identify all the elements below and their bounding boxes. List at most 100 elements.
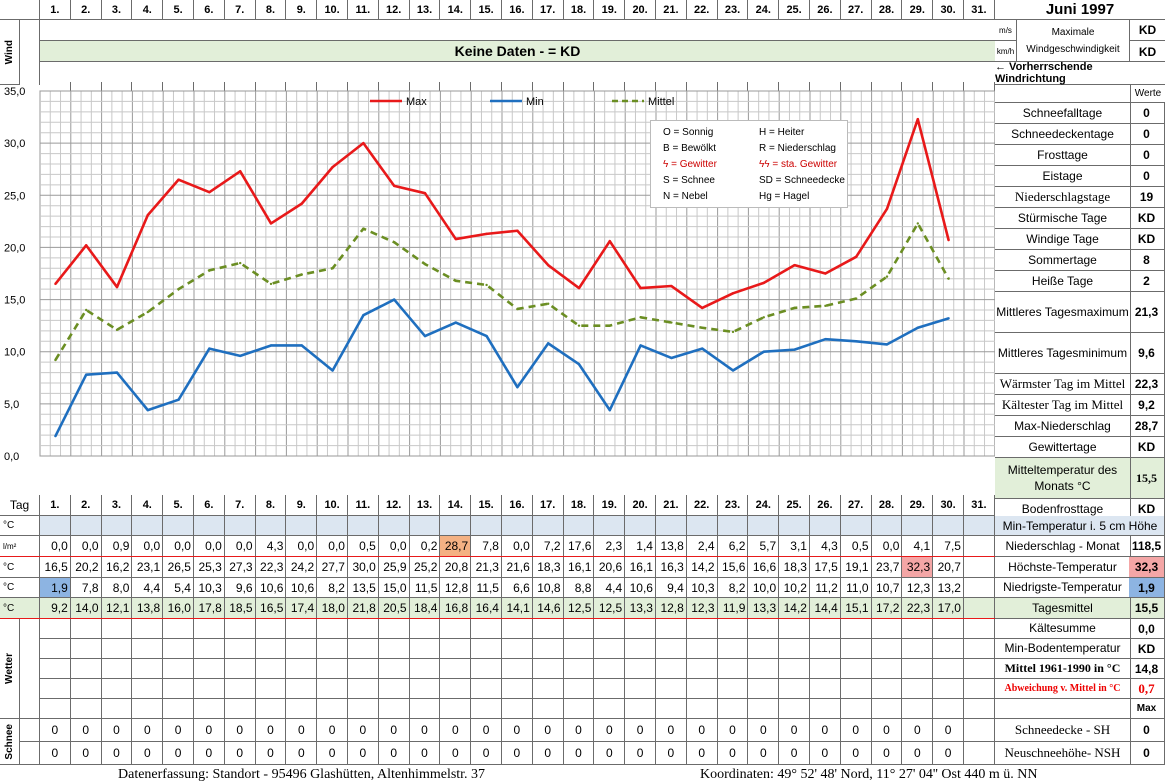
snow-cell: 0 [101,742,133,765]
weather-cell [502,619,533,639]
table-day-label: 25. [779,495,810,516]
table-cell [686,516,718,536]
symbol-legend-entry: N = Nebel [663,191,708,202]
table-cell: 16,2 [101,557,133,578]
snow-cell: 0 [317,742,348,765]
table-cell: 27,3 [224,557,256,578]
top-day-label: 10. [317,0,348,20]
weather-cell [194,639,225,659]
symbol-legend-entry: S = Schnee [663,175,715,186]
data-point [947,317,950,320]
symbol-legend-entry: ϟ = Gewitter [663,159,717,170]
weather-cell [686,639,718,659]
table-cell [964,578,995,598]
summary-label: Frosttage [995,145,1131,165]
snow-cell: 0 [656,742,687,765]
data-point [608,408,611,412]
summary-label: Bodenfrosttage [995,499,1131,519]
summary-row: Mitteltemperatur des Monats °C 15,5 [995,458,1165,499]
table-cell: 0,9 [101,536,133,557]
summary-row: Wärmster Tag im Mittel 22,3 [995,374,1165,395]
table-cell: 10,3 [194,578,225,598]
wind-section: Wind Keine Daten - = KD [0,20,995,105]
weather-cell [286,619,318,639]
top-day-label: 14. [440,0,472,20]
data-point [701,306,704,310]
table-cell: 10,0 [748,578,780,598]
symbol-legend-row: N = Nebel Hg = Hagel [651,191,847,205]
summary-value: 21,3 [1134,305,1159,319]
data-point [331,165,334,169]
weather-cell [748,659,780,679]
table-cell: 16,4 [471,598,502,619]
weather-cell [902,639,934,659]
weather-cell [532,639,564,659]
table-cell: 15,6 [717,557,749,578]
data-point [485,232,488,236]
snow-cell: 0 [748,719,780,742]
table-cell: 2,3 [594,536,626,557]
top-day-label: 7. [224,0,256,20]
weather-cell [686,679,718,699]
data-point [393,184,396,188]
data-point [947,238,950,242]
snow-cell [964,742,995,765]
weather-cell [409,659,441,679]
table-cell: 0,0 [502,536,533,557]
table-day-label: 24. [748,495,780,516]
snow-cell: 0 [902,719,934,742]
wetter-unit-col [20,619,40,719]
summary-row: Frosttage 0 [995,145,1165,166]
weather-cell [70,639,102,659]
data-point [793,348,796,351]
snow-cell: 0 [810,742,841,765]
data-point [423,334,427,338]
weather-cell [317,619,348,639]
weather-cell [163,639,194,659]
y-tick-label: 15,0 [4,295,25,307]
table-cell: 20,7 [933,557,964,578]
table-cell [194,516,225,536]
table-cell: 0,0 [70,536,102,557]
table-day-label: 17. [532,495,564,516]
summary-row: Gewittertage KD [995,437,1165,458]
top-day-label: 9. [286,0,318,20]
table-cell [224,516,256,536]
data-point [239,261,242,265]
data-point [269,282,273,286]
weather-cell [502,699,533,719]
symbol-legend-row: ϟ = Gewitter ϟϟ = sta. Gewitter [651,159,847,173]
table-cell: 14,2 [686,557,718,578]
table-day-label: 3. [101,495,133,516]
summary-value: 9,6 [1138,346,1155,360]
snow-cell: 0 [286,719,318,742]
data-point [547,302,550,305]
top-day-label: 8. [255,0,287,20]
data-point [577,324,581,327]
weather-cell [255,619,287,639]
data-point [331,369,334,372]
footer-coordinates: Koordinaten: 49° 52' 48' Nord, 11° 27' 0… [700,767,1038,782]
snow-cell: 0 [933,742,964,765]
summary-label: Stürmische Tage [995,208,1131,228]
weather-cell [871,699,903,719]
lower-summary-row: Min-Bodentemperatur KD [995,639,1165,659]
snow-cell: 0 [348,719,379,742]
snow-cell: 0 [194,742,225,765]
summary-value: KD [1137,211,1156,225]
data-point [516,385,519,389]
table-day-label: 6. [194,495,225,516]
table-day-label: 2. [70,495,102,516]
lower-summary-label: Schneedecke - SH [995,719,1131,741]
weather-cell [409,619,441,639]
table-cell: 11,2 [810,578,841,598]
snow-cell: 0 [101,719,133,742]
table-cell [502,516,533,536]
snow-cell: 0 [840,742,872,765]
snow-cell: 0 [224,742,256,765]
data-point [423,192,427,195]
data-point [916,117,919,121]
table-cell: 7,2 [532,536,564,557]
table-cell: 6,2 [717,536,749,557]
weather-cell [933,659,964,679]
